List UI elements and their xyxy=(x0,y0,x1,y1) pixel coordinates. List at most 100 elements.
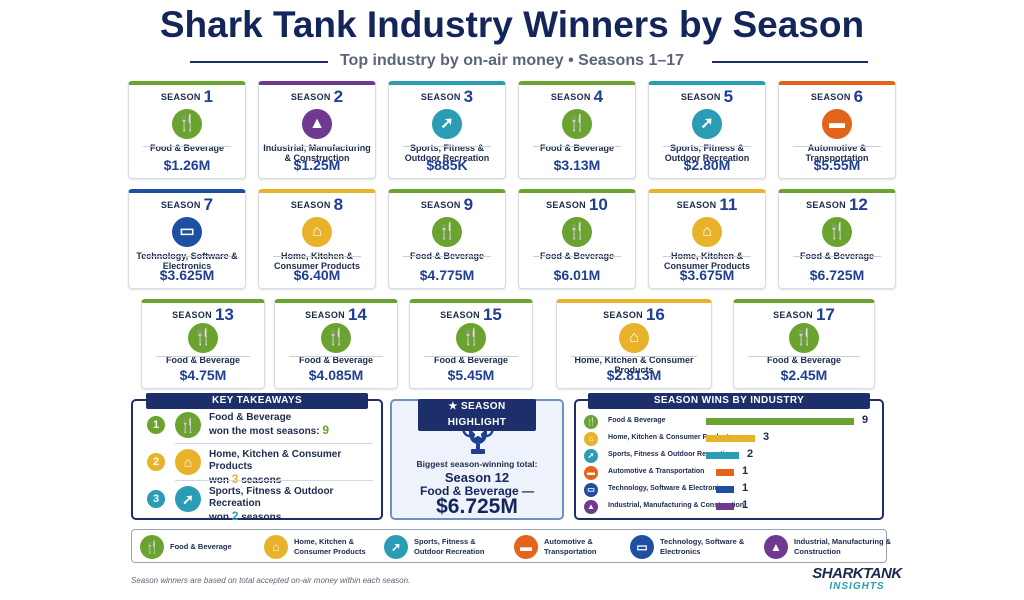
season-amount: $3.625M xyxy=(159,267,215,283)
bar-row: ▬ Automotive & Transportation 1 xyxy=(584,464,874,481)
season-heading: SEASON 7 xyxy=(129,195,245,215)
season-heading: SEASON 11 xyxy=(649,195,765,215)
season-amount: $2.45M xyxy=(780,367,828,383)
bar-category-label: Home, Kitchen & Consumer Products xyxy=(608,434,733,441)
season-number: 17 xyxy=(815,305,835,324)
laptop-icon: ▭ xyxy=(630,535,654,559)
season-label: SEASON xyxy=(603,310,643,320)
footnote: Season winners are based on total accept… xyxy=(131,576,411,585)
bar-value-label: 1 xyxy=(742,482,749,494)
car-icon: ▬ xyxy=(584,466,598,480)
page-subtitle: Top industry by on-air money • Seasons 1… xyxy=(327,52,697,70)
fork-knife-icon: 🍴 xyxy=(172,109,202,139)
season-card: SEASON 16 ⌂ Home, Kitchen & Consumer Produc… xyxy=(556,299,712,389)
industry-name: Home, Kitchen & Consumer Products xyxy=(574,355,694,375)
takeaway-divider xyxy=(175,480,373,481)
season-number: 12 xyxy=(848,195,868,214)
season-label: SEASON xyxy=(160,200,201,210)
bar xyxy=(716,503,734,510)
card-divider xyxy=(748,356,860,357)
season-card: SEASON 8 ⌂ Home, Kitchen & Consumer Product… xyxy=(258,189,376,289)
industry-legend: 🍴 Food & Beverage ⌂ Home, Kitchen & Consume… xyxy=(131,529,891,563)
season-amount: $3.675M xyxy=(679,267,735,283)
card-divider xyxy=(424,356,518,357)
bar-row: 🍴 Food & Beverage 9 xyxy=(584,413,874,430)
laptop-icon: ▭ xyxy=(172,217,202,247)
legend-label: Food & Beverage xyxy=(170,542,232,551)
subtitle-wrap: Top industry by on-air money • Seasons 1… xyxy=(0,52,1024,70)
season-number: 4 xyxy=(593,87,604,106)
highlight-industry: Food & Beverage — xyxy=(419,484,535,498)
card-divider xyxy=(143,256,231,257)
industry-name: Food & Beverage xyxy=(766,355,842,365)
bar-category-label: Automotive & Transportation xyxy=(608,468,705,475)
fork-knife-icon: 🍴 xyxy=(456,323,486,353)
card-divider xyxy=(156,356,250,357)
key-takeaways-title: KEY TAKEAWAYS xyxy=(146,393,368,409)
legend-label: Automotive & Transportation xyxy=(544,537,597,556)
bar xyxy=(706,452,739,459)
sharktank-insights-logo: SHARKTANK INSIGHTS xyxy=(812,566,902,592)
takeaway-item: 2 ⌂ Home, Kitchen & Consumer Products won 3… xyxy=(141,444,373,486)
fork-knife-icon: 🍴 xyxy=(789,323,819,353)
card-divider xyxy=(289,356,383,357)
season-number: 7 xyxy=(203,195,214,214)
season-highlight-title: SEASON HIGHLIGHT xyxy=(447,401,507,428)
season-amount: $1.26M xyxy=(163,157,211,173)
season-card: SEASON 1 🍴 Food & Beverage $1.26M xyxy=(128,81,246,179)
runner-icon: ➚ xyxy=(432,109,462,139)
season-heading: SEASON 12 xyxy=(779,195,895,215)
bar-value-label: 1 xyxy=(742,465,749,477)
industry-name: Sports, Fitness & Outdoor Recreation xyxy=(404,143,490,163)
season-heading: SEASON 6 xyxy=(779,87,895,107)
season-number: 13 xyxy=(214,305,234,324)
page-title: Shark Tank Industry Winners by Season xyxy=(159,4,865,45)
bar xyxy=(706,418,854,425)
season-number: 15 xyxy=(482,305,502,324)
season-label: SEASON xyxy=(680,92,721,102)
season-number: 5 xyxy=(723,87,734,106)
bar-value-label: 1 xyxy=(742,499,749,511)
card-divider xyxy=(663,146,751,147)
takeaway-number: 3 xyxy=(147,490,165,508)
season-heading: SEASON 9 xyxy=(389,195,505,215)
season-amount: $4.75M xyxy=(179,367,227,383)
takeaway-detail-text: won xyxy=(209,512,232,523)
takeaway-industry: Home, Kitchen & Consumer Products xyxy=(209,449,342,472)
industry-name: Food & Beverage xyxy=(149,143,225,153)
season-number: 2 xyxy=(333,87,344,106)
card-divider xyxy=(533,146,621,147)
bar-category-label: Industrial, Manufacturing & Construction xyxy=(608,502,745,509)
fork-knife-icon: 🍴 xyxy=(188,323,218,353)
subtitle-rule-right xyxy=(712,61,868,63)
season-label: SEASON xyxy=(440,310,480,320)
industry-name: Industrial, Manufacturing & Construction xyxy=(263,143,371,163)
takeaway-detail-text: won the most seasons: xyxy=(209,426,323,437)
season-number: 8 xyxy=(333,195,344,214)
season-label: SEASON xyxy=(806,200,846,210)
season-number: 14 xyxy=(347,305,367,324)
season-heading: SEASON 1 xyxy=(129,87,245,107)
season-heading: SEASON 10 xyxy=(519,195,635,215)
card-divider xyxy=(273,256,361,257)
logo-line-2: INSIGHTS xyxy=(829,581,885,592)
season-label: SEASON xyxy=(172,310,212,320)
season-heading: SEASON 17 xyxy=(734,305,874,325)
takeaway-industry: Sports, Fitness & Outdoor Recreation xyxy=(209,486,334,509)
legend-label: Industrial, Manufacturing & Construction xyxy=(794,537,892,556)
season-amount: $3.13M xyxy=(553,157,601,173)
season-label: SEASON xyxy=(810,92,851,102)
card-divider xyxy=(663,256,751,257)
season-heading: SEASON 8 xyxy=(259,195,375,215)
bar xyxy=(716,469,734,476)
card-divider xyxy=(793,146,881,147)
house-icon: ⌂ xyxy=(619,323,649,353)
takeaway-divider xyxy=(175,443,373,444)
bar xyxy=(706,435,755,442)
legend-label: Sports, Fitness & Outdoor Recreation xyxy=(414,537,485,556)
industry-name: Automotive & Transportation xyxy=(805,143,869,163)
season-amount: $2.80M xyxy=(683,157,731,173)
bar-category-label: Food & Beverage xyxy=(608,417,666,424)
season-card: SEASON 9 🍴 Food & Beverage $4.775M xyxy=(388,189,506,289)
house-icon: ⌂ xyxy=(302,217,332,247)
